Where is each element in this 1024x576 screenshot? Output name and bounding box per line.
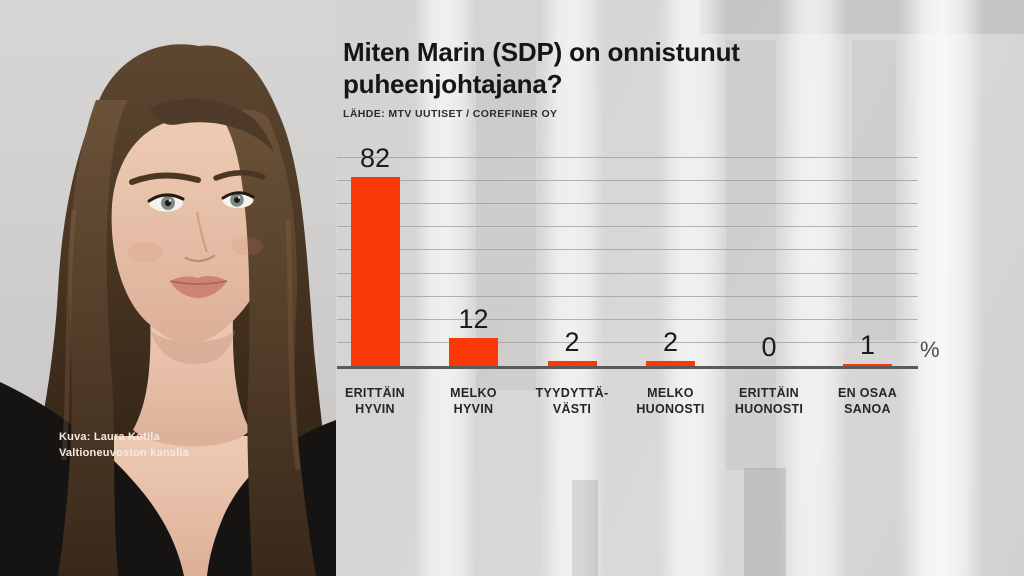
bar-en-osaa-sanoa bbox=[843, 363, 892, 366]
gridline-50 bbox=[337, 249, 918, 251]
portrait-photo-sanna-marin bbox=[0, 0, 336, 576]
gridline-30 bbox=[337, 295, 918, 297]
building-column-decoration bbox=[414, 0, 476, 576]
gridline-10 bbox=[337, 341, 918, 343]
building-column-decoration bbox=[778, 0, 848, 576]
gridline-20 bbox=[337, 318, 918, 320]
value-label: 2 bbox=[564, 327, 580, 358]
category-label: TYYDYTTÄ- VÄSTI bbox=[535, 386, 609, 416]
bar-tyydytt-v-sti bbox=[547, 361, 597, 366]
category-label: EN OSAA SANOA bbox=[837, 386, 898, 416]
building-door-decoration bbox=[572, 480, 598, 576]
gridline-60 bbox=[337, 226, 918, 228]
bar-eritt-in-hyvin bbox=[350, 176, 400, 366]
building-window-decoration bbox=[852, 40, 896, 340]
bar-melko-huonosti bbox=[646, 361, 695, 366]
photo-credit-line1: Kuva: Laura Kotila bbox=[59, 431, 160, 443]
photo-credit-line2: Valtioneuvoston kanslia bbox=[59, 446, 189, 459]
chart-title-line2: puheenjohtajana? bbox=[343, 69, 563, 99]
category-label: ERITTÄIN HYVIN bbox=[344, 386, 406, 416]
photo-credit: Kuva: Laura Kotila Valtioneuvoston kansl… bbox=[59, 430, 189, 461]
category-label: MELKO HUONOSTI bbox=[636, 386, 705, 416]
value-label: 0 bbox=[761, 332, 777, 362]
building-column-decoration bbox=[540, 0, 604, 576]
percent-unit-label: % bbox=[920, 337, 940, 362]
gridline-40 bbox=[337, 272, 918, 274]
gridline-70 bbox=[337, 203, 918, 205]
source-label: LÄHDE: MTV UUTISET / COREFINER OY bbox=[343, 108, 558, 120]
building-window-decoration bbox=[726, 40, 776, 470]
chart-title: Miten Marin (SDP) on onnistunut puheenjo… bbox=[343, 36, 740, 100]
building-window-decoration bbox=[476, 60, 536, 390]
building-column-decoration bbox=[658, 0, 726, 576]
gridline-90 bbox=[337, 157, 918, 158]
category-label: ERITTÄIN HUONOSTI bbox=[734, 386, 804, 416]
value-label: 2 bbox=[662, 327, 679, 358]
category-label: MELKO HYVIN bbox=[450, 386, 497, 416]
value-label: 82 bbox=[359, 142, 391, 173]
bar-melko-hyvin bbox=[449, 338, 498, 366]
gridline-80 bbox=[337, 180, 918, 182]
bar-chart-plot: 82 12 2 2 0 1 bbox=[337, 143, 918, 369]
value-label: 12 bbox=[458, 304, 489, 335]
building-door-decoration bbox=[744, 468, 786, 576]
building-column-decoration bbox=[898, 0, 984, 576]
chart-title-line1: Miten Marin (SDP) on onnistunut bbox=[343, 37, 740, 67]
value-label: 1 bbox=[859, 329, 876, 360]
